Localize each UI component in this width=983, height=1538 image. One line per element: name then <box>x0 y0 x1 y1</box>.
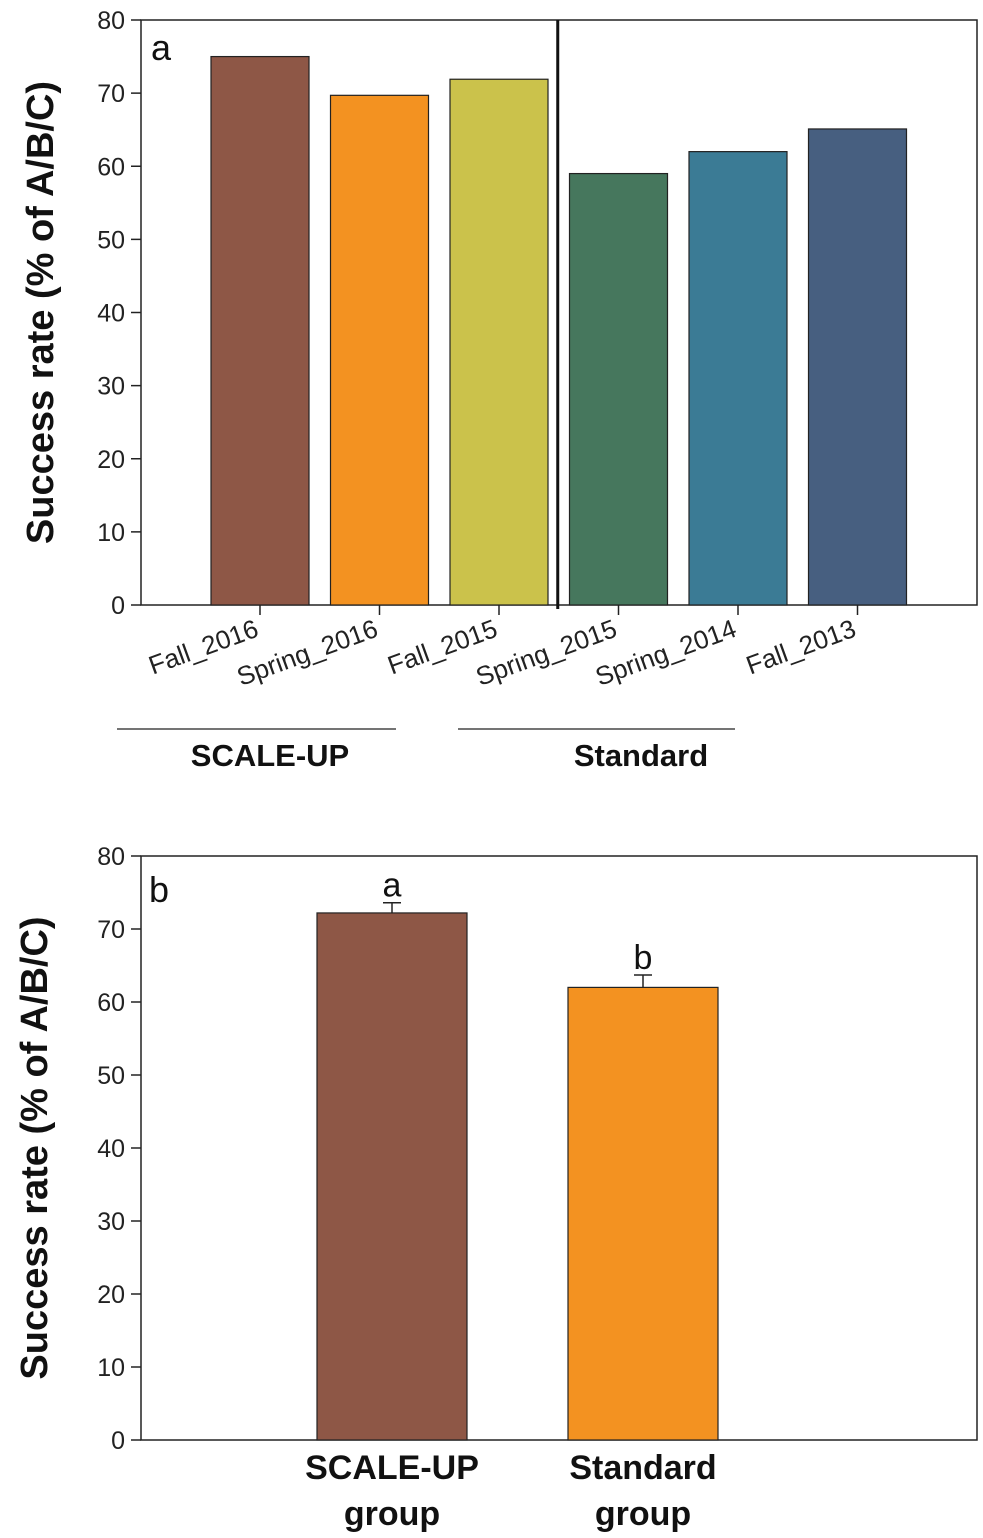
y-tick-label: 70 <box>97 80 125 108</box>
y-tick-label: 20 <box>97 446 125 474</box>
panel-label: a <box>151 27 172 68</box>
panel-b <box>131 855 978 1441</box>
significance-label: b <box>634 939 653 977</box>
y-tick-label: 60 <box>97 153 125 181</box>
y-tick-label: 30 <box>97 373 125 401</box>
y-tick-label: 40 <box>97 1135 125 1163</box>
y-tick-label: 80 <box>97 7 125 35</box>
y-axis-title: Success rate (% of A/B/C) <box>20 81 62 544</box>
group-label: SCALE-UP <box>191 738 349 773</box>
bar <box>449 78 549 606</box>
significance-label: a <box>383 867 402 905</box>
group-label: Standard <box>574 738 708 773</box>
y-tick-label: 10 <box>97 519 125 547</box>
x-tick-label: Fall_2013 <box>742 613 860 680</box>
y-tick-label: 70 <box>97 916 125 944</box>
bar <box>688 151 788 606</box>
y-tick-label: 60 <box>97 989 125 1017</box>
y-tick-label: 0 <box>111 592 125 620</box>
x-tick-label: group <box>595 1495 691 1533</box>
y-tick-label: 50 <box>97 1062 125 1090</box>
panel-b-frame <box>140 855 978 1441</box>
x-tick-label: Standard <box>569 1449 716 1487</box>
panel-label: b <box>149 869 169 910</box>
x-tick-label: SCALE-UP <box>305 1449 479 1487</box>
y-tick-label: 10 <box>97 1354 125 1382</box>
bar <box>316 912 468 1441</box>
y-tick-label: 30 <box>97 1208 125 1236</box>
y-tick-label: 40 <box>97 300 125 328</box>
y-axis-title: Success rate (% of A/B/C) <box>14 916 56 1379</box>
y-tick-label: 50 <box>97 226 125 254</box>
bar <box>210 55 310 606</box>
bar <box>329 94 430 606</box>
panel-a <box>117 19 978 730</box>
y-tick-label: 0 <box>111 1427 125 1455</box>
bar <box>567 986 719 1441</box>
y-tick-label: 80 <box>97 843 125 871</box>
y-tick-label: 20 <box>97 1281 125 1309</box>
bar <box>807 128 908 606</box>
x-tick-label: group <box>344 1495 440 1533</box>
bar <box>568 172 669 606</box>
